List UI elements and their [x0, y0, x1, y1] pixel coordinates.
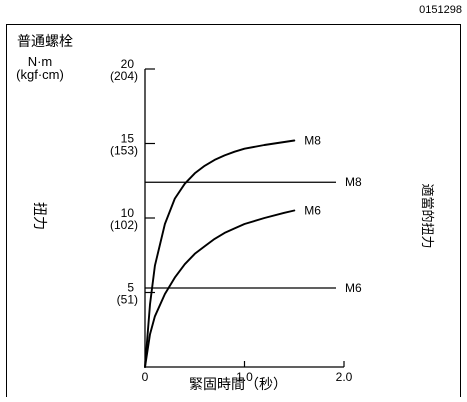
y-tick-sublabel: (204)	[110, 69, 138, 83]
series-curves: M8 M6	[144, 134, 321, 368]
y-unit-alt-label: (kgf·cm)	[16, 67, 64, 82]
x-axis-label: 緊固時間（秒）	[189, 377, 287, 393]
y-unit-label: N·m	[28, 54, 53, 69]
x-tick-label: 1.0	[236, 370, 253, 384]
y-tick-sublabel: (51)	[117, 293, 138, 307]
reference-label-m8: M8	[345, 175, 362, 189]
y-tick-label: 15	[121, 132, 135, 146]
series-curve-m8	[144, 139, 296, 368]
y-tick-label: 20	[121, 57, 135, 71]
reference-lines: M8 M6	[145, 175, 362, 295]
series-label-m8: M8	[304, 134, 321, 148]
right-axis-label: 適當的扭力	[419, 183, 435, 248]
y-tick-label: 10	[121, 206, 135, 220]
y-axis-label: 扭力	[31, 202, 47, 230]
chart-title: 普通螺栓	[17, 34, 73, 50]
axes	[144, 68, 345, 368]
series-curve-m6	[144, 209, 296, 368]
reference-label-m6: M6	[345, 281, 362, 295]
y-tick-sublabel: (153)	[110, 144, 138, 158]
y-tick-sublabel: (102)	[110, 218, 138, 232]
x-tick-label: 0	[142, 370, 149, 384]
chart-border	[6, 24, 461, 401]
x-tick-label: 2.0	[336, 370, 353, 384]
figure-id: 0151298	[419, 4, 462, 16]
series-label-m6: M6	[304, 204, 321, 218]
tick-labels: 20(204) 15(153) 10(102) 5(51) 0 1.0 2.0	[110, 57, 353, 384]
y-tick-label: 5	[127, 281, 134, 295]
